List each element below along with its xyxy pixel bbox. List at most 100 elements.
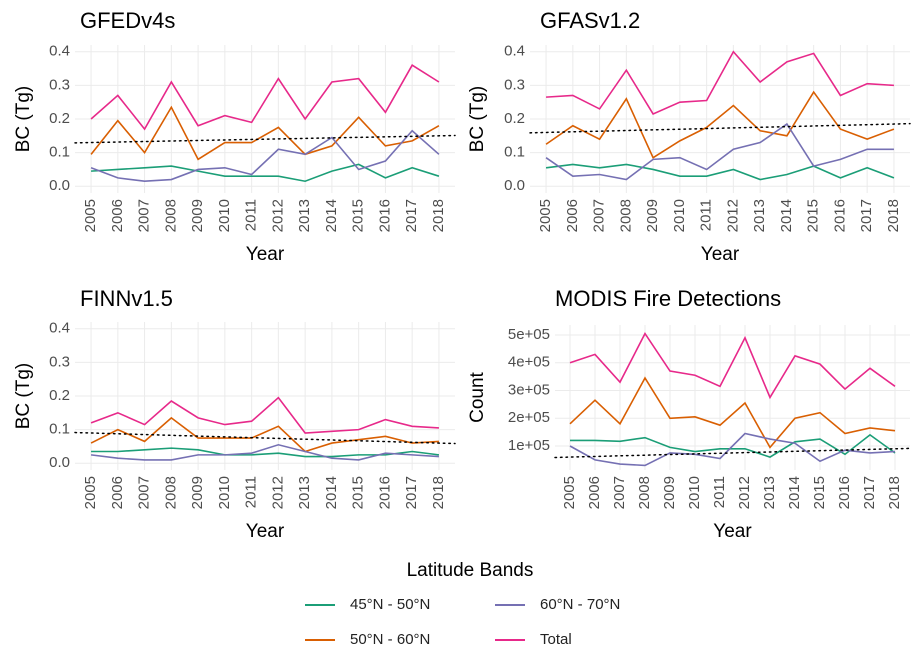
x-tick-label: 2015 (350, 476, 367, 509)
y-tick-label: 5e+05 (508, 326, 550, 343)
x-tick-label: 2011 (243, 476, 260, 508)
x-tick-label: 2010 (216, 476, 233, 509)
y-tick-label: 0.4 (504, 43, 525, 60)
trend-line (529, 122, 911, 134)
y-tick-label: 0.3 (49, 353, 70, 370)
x-tick-label: 2006 (109, 476, 126, 509)
x-tick-label: 2016 (376, 199, 393, 232)
series-line (569, 432, 896, 467)
y-axis-label: BC (Tg) (467, 86, 488, 153)
x-axis-label: Year (701, 244, 740, 265)
x-tick-label: 2007 (136, 476, 153, 509)
x-axis-label: Year (246, 244, 285, 265)
series-line (545, 122, 894, 181)
series-line (90, 129, 440, 183)
x-tick-label: 2015 (350, 199, 367, 232)
x-tick-label: 2017 (403, 476, 420, 509)
series-line (546, 50, 894, 115)
chart-title: GFEDv4s (80, 8, 175, 33)
x-tick-label: 2005 (561, 476, 578, 509)
x-tick-label: 2016 (376, 476, 393, 509)
x-tick-label: 2005 (537, 199, 554, 232)
x-tick-label: 2012 (736, 476, 753, 509)
x-tick-label: 2018 (430, 199, 447, 232)
x-tick-label: 2010 (216, 199, 233, 232)
y-tick-label: 1e+05 (508, 437, 550, 454)
x-tick-label: 2006 (109, 199, 126, 232)
y-tick-label: 0.0 (49, 177, 70, 194)
x-tick-label: 2011 (243, 199, 260, 231)
x-tick-label: 2017 (403, 199, 420, 232)
y-tick-label: 0.2 (504, 110, 525, 127)
x-axis-label: Year (246, 521, 285, 542)
series-line (90, 64, 440, 131)
legend-label: 60°N - 70°N (540, 596, 620, 613)
x-tick-label: 2010 (686, 476, 703, 509)
x-tick-label: 2005 (82, 476, 99, 509)
series-line (545, 163, 895, 181)
x-tick-label: 2014 (323, 199, 340, 232)
y-tick-label: 0.2 (49, 110, 70, 127)
y-tick-label: 0.0 (504, 177, 525, 194)
x-tick-label: 2008 (636, 476, 653, 509)
y-tick-label: 0.4 (49, 320, 70, 337)
x-tick-label: 2017 (861, 476, 878, 509)
y-tick-label: 0.3 (49, 76, 70, 93)
y-tick-label: 0.2 (49, 387, 70, 404)
x-tick-label: 2007 (136, 199, 153, 232)
series-line (91, 163, 440, 183)
x-tick-label: 2018 (886, 476, 903, 509)
trend-line (554, 447, 911, 459)
x-tick-label: 2016 (831, 199, 848, 232)
x-tick-label: 2008 (617, 199, 634, 232)
x-tick-label: 2015 (805, 199, 822, 232)
x-tick-label: 2017 (858, 199, 875, 232)
legend-label: 45°N - 50°N (350, 596, 430, 613)
series-line (90, 105, 440, 161)
y-tick-label: 0.1 (504, 144, 525, 161)
chart-title: FINNv1.5 (80, 286, 173, 311)
y-tick-label: 4e+05 (508, 354, 550, 371)
legend-label: 50°N - 60°N (350, 631, 430, 648)
x-tick-label: 2010 (671, 199, 688, 232)
x-tick-label: 2007 (591, 199, 608, 232)
y-tick-label: 0.3 (504, 76, 525, 93)
legend-title: Latitude Bands (407, 560, 534, 581)
y-axis-label: Count (467, 371, 488, 422)
series-line (90, 443, 439, 461)
y-axis-label: BC (Tg) (13, 363, 34, 430)
x-tick-label: 2009 (189, 476, 206, 509)
x-tick-label: 2011 (698, 199, 715, 231)
series-line (569, 376, 896, 449)
x-tick-label: 2005 (82, 199, 99, 232)
x-tick-label: 2011 (711, 476, 728, 508)
x-tick-label: 2012 (269, 476, 286, 509)
legend-label: Total (540, 631, 572, 648)
x-axis-label: Year (713, 521, 752, 542)
y-tick-label: 0.1 (49, 421, 70, 438)
series-line (545, 90, 895, 159)
x-tick-label: 2006 (586, 476, 603, 509)
y-tick-label: 3e+05 (508, 381, 550, 398)
x-tick-label: 2014 (778, 199, 795, 232)
chart-title: MODIS Fire Detections (555, 286, 781, 311)
x-tick-label: 2008 (162, 199, 179, 232)
x-tick-label: 2007 (611, 476, 628, 509)
x-tick-label: 2009 (189, 199, 206, 232)
x-tick-label: 2018 (430, 476, 447, 509)
y-axis-label: BC (Tg) (13, 86, 34, 153)
x-tick-label: 2006 (564, 199, 581, 232)
x-tick-label: 2015 (811, 476, 828, 509)
series-line (569, 332, 896, 400)
x-tick-label: 2014 (323, 476, 340, 509)
x-tick-label: 2009 (661, 476, 678, 509)
y-tick-label: 2e+05 (508, 409, 550, 426)
x-tick-label: 2013 (751, 199, 768, 232)
y-tick-label: 0.0 (49, 454, 70, 471)
x-tick-label: 2012 (269, 199, 286, 232)
x-tick-label: 2009 (644, 199, 661, 232)
chart-title: GFASv1.2 (540, 8, 640, 33)
x-tick-label: 2013 (296, 199, 313, 232)
x-tick-label: 2013 (761, 476, 778, 509)
